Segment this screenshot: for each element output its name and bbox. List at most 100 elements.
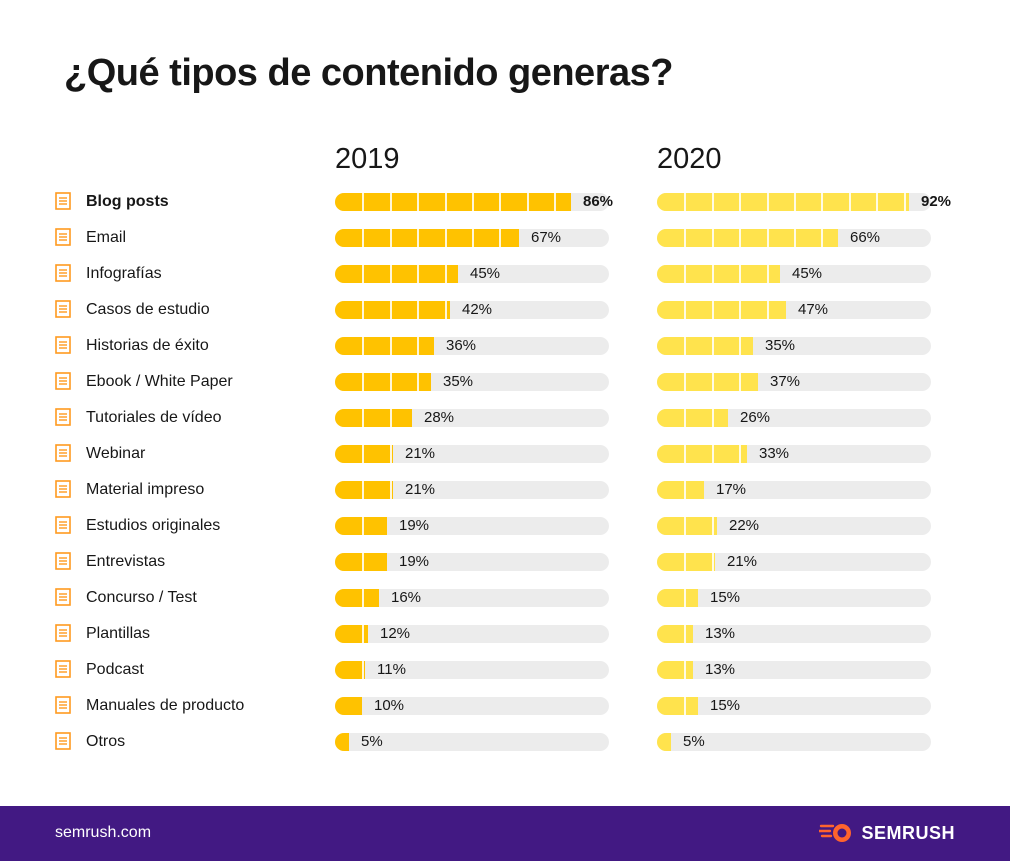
category-label: Concurso / Test <box>86 589 197 606</box>
bar-segment-divider <box>684 589 686 607</box>
category-label: Historias de éxito <box>86 337 209 354</box>
document-icon <box>55 444 71 462</box>
bar-track-2020 <box>657 193 931 211</box>
bar-2019 <box>335 625 368 643</box>
data-label-2019: 21% <box>405 481 436 498</box>
category-label: Otros <box>86 733 126 750</box>
bar-segment-divider <box>390 409 392 427</box>
bar-segment-divider <box>712 337 714 355</box>
chart-row: Concurso / Test 16% 15% <box>0 586 1010 612</box>
bar-segment-divider <box>712 517 714 535</box>
category-label: Infografías <box>86 265 162 282</box>
bar-segment-divider <box>684 445 686 463</box>
bar-track-2020 <box>657 409 931 427</box>
bar-segment-divider <box>417 193 419 211</box>
data-label-2019: 11% <box>377 661 406 678</box>
category-label: Ebook / White Paper <box>86 373 233 390</box>
data-label-2020: 66% <box>850 229 881 246</box>
chart-row: Plantillas 12% 13% <box>0 622 1010 648</box>
document-icon <box>55 624 71 642</box>
bar-2019 <box>335 733 349 751</box>
bar-segment-divider <box>712 409 714 427</box>
bar-track-2020 <box>657 481 931 499</box>
bar-2020 <box>657 481 704 499</box>
bar-segment-divider <box>739 373 741 391</box>
document-icon <box>55 732 71 750</box>
semrush-flame-icon <box>819 824 852 842</box>
chart-row: Blog posts 86% 92% <box>0 190 1010 216</box>
bar-segment-divider <box>684 553 686 571</box>
document-icon <box>55 552 71 570</box>
bar-segment-divider <box>417 337 419 355</box>
chart-row: Ebook / White Paper 35% 37% <box>0 370 1010 396</box>
data-label-2019: 10% <box>374 697 405 714</box>
bar-2020 <box>657 337 753 355</box>
bar-track-2019 <box>335 553 609 571</box>
bar-segment-divider <box>712 265 714 283</box>
bar-segment-divider <box>417 301 419 319</box>
bar-track-2019 <box>335 445 609 463</box>
bar-2020 <box>657 301 786 319</box>
data-label-2019: 35% <box>443 373 474 390</box>
series-header-2019: 2019 <box>335 143 400 175</box>
chart-row: Manuales de producto 10% 15% <box>0 694 1010 720</box>
category-label: Entrevistas <box>86 553 166 570</box>
data-label-2019: 12% <box>380 625 411 642</box>
bar-segment-divider <box>684 481 686 499</box>
bar-segment-divider <box>417 229 419 247</box>
bar-2019 <box>335 589 379 607</box>
bar-segment-divider <box>739 301 741 319</box>
bar-track-2019 <box>335 733 609 751</box>
bar-segment-divider <box>390 301 392 319</box>
data-label-2020: 37% <box>770 373 801 390</box>
bar-2019 <box>335 301 450 319</box>
bar-segment-divider <box>684 373 686 391</box>
data-label-2020: 13% <box>705 661 736 678</box>
chart-row: Infografías 45% 45% <box>0 262 1010 288</box>
bar-track-2020 <box>657 589 931 607</box>
category-label: Podcast <box>86 661 144 678</box>
bar-segment-divider <box>904 193 906 211</box>
bar-segment-divider <box>554 193 556 211</box>
brand-logo[interactable]: SEMRUSH <box>819 822 955 844</box>
data-label-2019: 36% <box>446 337 477 354</box>
footer-url[interactable]: semrush.com <box>55 824 152 841</box>
bar-track-2020 <box>657 517 931 535</box>
bar-segment-divider <box>794 193 796 211</box>
bar-segment-divider <box>767 229 769 247</box>
bar-track-2019 <box>335 265 609 283</box>
bar-segment-divider <box>684 301 686 319</box>
bar-segment-divider <box>684 229 686 247</box>
document-icon <box>55 480 71 498</box>
bar-2020 <box>657 409 728 427</box>
data-label-2019: 5% <box>361 733 383 750</box>
bar-segment-divider <box>767 265 769 283</box>
bar-track-2019 <box>335 229 609 247</box>
bar-segment-divider <box>390 265 392 283</box>
bar-segment-divider <box>684 337 686 355</box>
bar-2020 <box>657 553 715 571</box>
bar-segment-divider <box>712 373 714 391</box>
bar-segment-divider <box>712 193 714 211</box>
chart-row: Material impreso 21% 17% <box>0 478 1010 504</box>
bar-segment-divider <box>362 229 364 247</box>
bar-segment-divider <box>472 193 474 211</box>
bar-segment-divider <box>499 229 501 247</box>
data-label-2019: 45% <box>470 265 501 282</box>
document-icon <box>55 336 71 354</box>
data-label-2020: 33% <box>759 445 790 462</box>
bar-segment-divider <box>739 229 741 247</box>
bar-2020 <box>657 733 671 751</box>
bar-segment-divider <box>390 193 392 211</box>
bar-segment-divider <box>684 661 686 679</box>
bar-2020 <box>657 265 780 283</box>
category-label: Plantillas <box>86 625 151 642</box>
data-label-2019: 19% <box>399 517 430 534</box>
data-label-2020: 45% <box>792 265 823 282</box>
bar-segment-divider <box>739 337 741 355</box>
bar-segment-divider <box>684 625 686 643</box>
data-label-2020: 26% <box>740 409 771 426</box>
data-label-2020: 15% <box>710 589 741 606</box>
bar-segment-divider <box>362 589 364 607</box>
bar-track-2019 <box>335 661 609 679</box>
